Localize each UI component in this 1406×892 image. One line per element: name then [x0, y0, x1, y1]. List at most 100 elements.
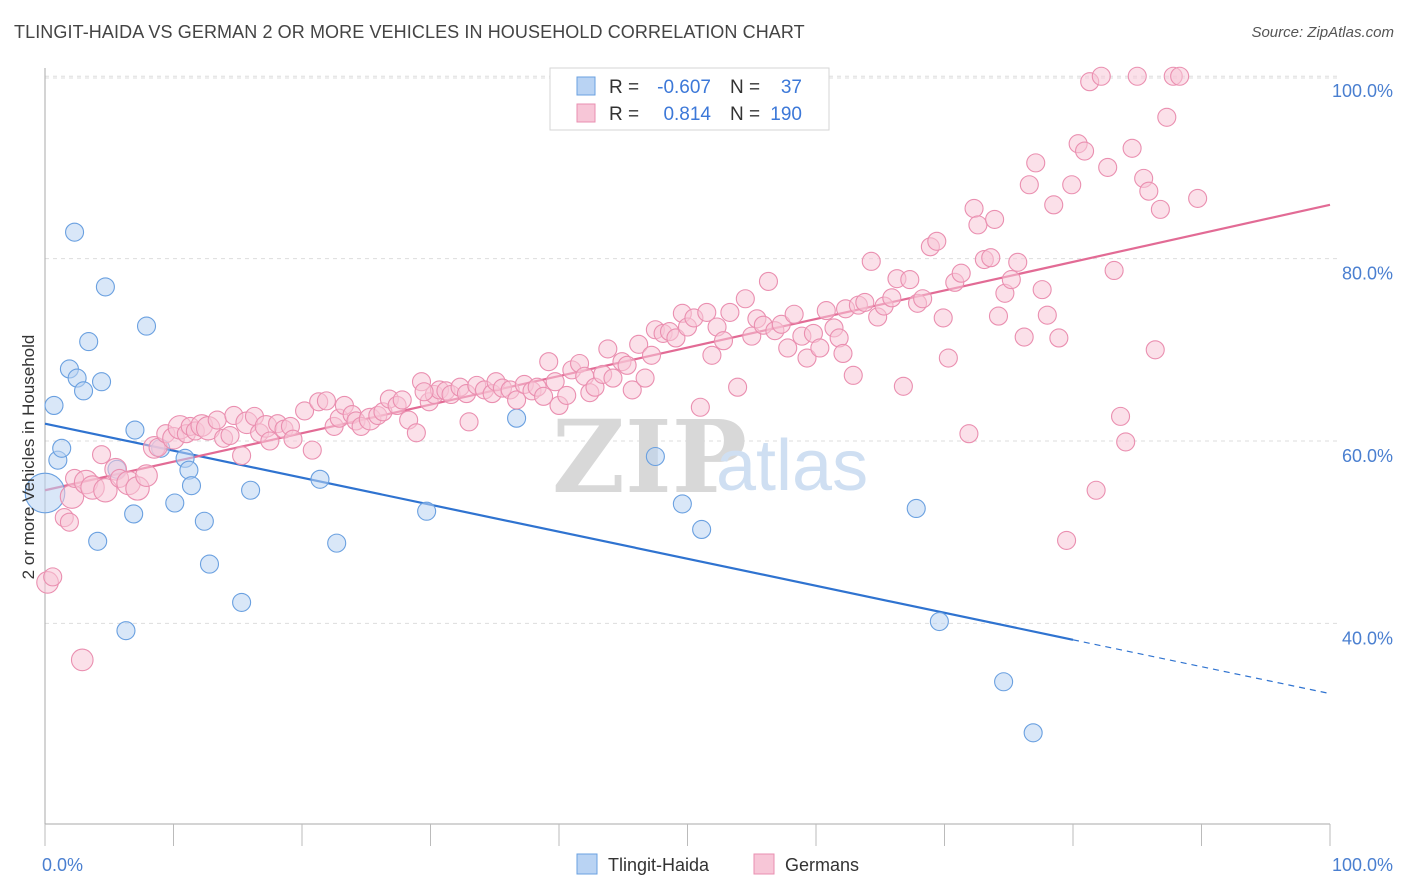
tlingit-haida-point [241, 480, 261, 500]
legend-swatch-blue [576, 853, 598, 875]
x-tick-label: 0.0% [42, 855, 83, 875]
germans-point [641, 345, 662, 365]
germans-point [985, 209, 1005, 229]
tlingit-haida-point [994, 672, 1014, 692]
germans-point [933, 308, 953, 328]
germans-point [843, 365, 863, 385]
germans-point [758, 271, 779, 291]
germans-point [1037, 305, 1057, 325]
germans-point [1044, 195, 1064, 215]
germans-point [59, 512, 79, 532]
stats-r-value: -0.607 [657, 77, 711, 98]
germans-point [598, 339, 618, 359]
germans-point [232, 446, 252, 466]
tlingit-haida-point [88, 531, 108, 551]
germans-point [1075, 141, 1095, 161]
germans-point [617, 355, 637, 375]
x-tick-label: 100.0% [1332, 855, 1393, 875]
tlingit-haida-point [327, 533, 347, 553]
germans-point [964, 198, 984, 219]
germans-point [938, 348, 958, 368]
legend-label: Germans [785, 855, 859, 875]
germans-point [666, 328, 686, 348]
germans-point [784, 304, 804, 324]
germans-point [392, 390, 412, 410]
germans-point [882, 288, 902, 308]
germans-point [797, 348, 817, 368]
germans-point [702, 345, 722, 365]
germans-point [1098, 157, 1118, 177]
germans-point [855, 292, 875, 312]
stats-n-value: 190 [770, 104, 802, 125]
germans-point [603, 368, 623, 388]
germans-point [810, 338, 830, 358]
stats-box-frame [549, 67, 830, 131]
tlingit-haida-trend-extension [1072, 639, 1331, 695]
germans-point [697, 302, 717, 322]
tlingit-haida-point [95, 277, 115, 297]
stats-n-label: N = [730, 77, 760, 98]
stats-box: R = -0.607 N = 37 R = 0.814 N = 190 [549, 67, 830, 131]
germans-point [1057, 530, 1077, 550]
germans-point [557, 385, 577, 405]
germans-point [91, 445, 112, 465]
germans-point [1049, 328, 1069, 348]
tlingit-haida-point [929, 612, 949, 632]
germans-point [778, 338, 798, 358]
germans-point [316, 391, 336, 411]
tlingit-haida-point [507, 408, 527, 428]
germans-point [951, 263, 971, 283]
germans-point [771, 314, 791, 334]
germans-point [735, 289, 755, 309]
germans-point [1127, 66, 1147, 86]
tlingit-haida-point [645, 446, 665, 467]
germans-point [135, 464, 158, 488]
germans-point [622, 380, 642, 400]
germans-point [635, 368, 655, 388]
tlingit-haida-point [672, 494, 692, 514]
data-points [24, 66, 1208, 743]
germans-point [1110, 406, 1131, 426]
stats-r-label: R = [609, 77, 639, 98]
germans-point [1145, 340, 1165, 360]
chart-title: TLINGIT-HAIDA VS GERMAN 2 OR MORE VEHICL… [14, 22, 805, 42]
axes [44, 68, 1331, 846]
germans-point [629, 334, 649, 354]
germans-point [1091, 66, 1111, 86]
germans-point [459, 412, 479, 432]
tlingit-haida-point [124, 504, 144, 524]
germans-trend-line [44, 203, 1331, 492]
germans-point [742, 326, 762, 346]
tlingit-haida-point [1023, 723, 1043, 743]
y-tick-label: 40.0% [1342, 628, 1393, 648]
germans-point [283, 429, 303, 449]
germans-point [207, 410, 227, 430]
tick-labels: 40.0% 60.0% 80.0% 100.0% 0.0% 100.0% [42, 81, 1393, 875]
germans-point [1014, 327, 1034, 347]
germans-point [220, 425, 240, 446]
tlingit-haida-point [310, 469, 330, 489]
germans-point [414, 382, 434, 402]
germans-point [545, 372, 565, 392]
source-credit: Source: ZipAtlas.com [1251, 24, 1394, 41]
germans-point [988, 306, 1009, 326]
tlingit-haida-point [136, 316, 157, 336]
trend-lines [44, 203, 1331, 695]
stats-swatch-blue [576, 76, 596, 96]
tlingit-haida-point [165, 493, 185, 513]
germans-point [720, 302, 740, 322]
tlingit-haida-point [181, 476, 202, 496]
watermark: ZIP atlas [552, 398, 868, 516]
tlingit-haida-point [125, 420, 145, 440]
germans-point [893, 376, 913, 396]
germans-point [1188, 188, 1208, 208]
germans-point [900, 270, 920, 290]
stats-n-value: 37 [781, 77, 802, 98]
germans-point [1001, 270, 1021, 290]
germans-point [539, 352, 559, 372]
tlingit-haida-point [179, 460, 199, 480]
germans-point [728, 377, 748, 397]
germans-point [1086, 480, 1106, 500]
germans-point [302, 440, 322, 460]
